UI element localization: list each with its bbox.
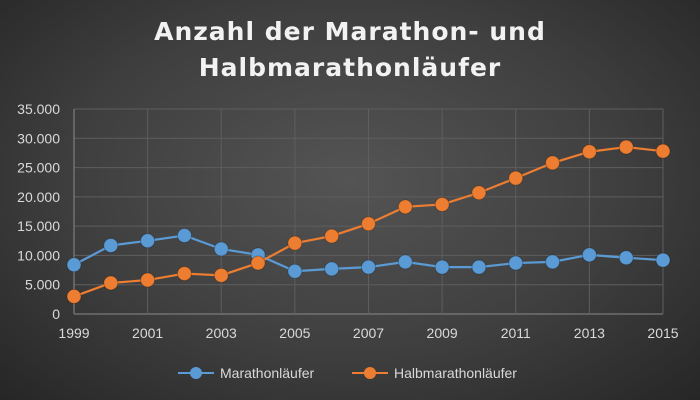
y-tick-label: 10.000: [17, 247, 60, 263]
data-point: [581, 247, 597, 263]
data-point: [471, 185, 487, 201]
data-point: [434, 259, 450, 275]
data-point: [103, 237, 119, 253]
data-point: [397, 199, 413, 215]
x-tick-label: 2007: [353, 325, 384, 341]
data-point: [66, 257, 82, 273]
legend-marker: [364, 367, 376, 379]
x-tick-label: 2011: [501, 325, 531, 341]
data-point: [508, 170, 524, 186]
data-point: [176, 266, 192, 282]
y-tick-label: 0: [52, 306, 60, 322]
y-tick-label: 25.000: [17, 160, 60, 176]
data-point: [213, 241, 229, 257]
y-tick-label: 20.000: [17, 189, 60, 205]
data-point: [361, 216, 376, 232]
x-tick-label: 2003: [206, 325, 237, 341]
data-point: [434, 196, 450, 212]
legend-halbmarathon-label: Halbmarathonläufer: [394, 365, 517, 381]
chart-title-line-2: Halbmarathonläufer: [198, 53, 502, 82]
y-tick-label: 30.000: [17, 130, 60, 146]
data-point: [103, 275, 119, 291]
x-tick-label: 2001: [132, 325, 163, 341]
x-tick-label: 2015: [647, 325, 678, 341]
data-point: [655, 252, 671, 268]
data-point: [140, 272, 156, 288]
data-point: [140, 233, 156, 249]
data-point: [471, 259, 487, 275]
data-point: [213, 267, 229, 283]
data-point: [287, 263, 303, 279]
data-point: [655, 143, 671, 159]
legend-marathon-label: Marathonläufer: [220, 365, 315, 381]
data-point: [508, 255, 524, 271]
x-tick-label: 1999: [58, 325, 89, 341]
data-point: [287, 235, 303, 251]
x-tick-label: 2005: [279, 325, 310, 341]
data-point: [545, 254, 561, 270]
data-point: [581, 144, 597, 160]
data-point: [324, 261, 340, 277]
data-point: [545, 155, 561, 171]
data-point: [361, 259, 376, 275]
data-point: [397, 254, 413, 270]
data-point: [66, 288, 82, 304]
chart-title: Anzahl der Marathon- und Halbmarathonläu…: [0, 14, 700, 86]
y-tick-label: 5.000: [25, 277, 60, 293]
legend-marker: [190, 367, 202, 379]
x-tick-label: 2009: [427, 325, 458, 341]
x-tick-label: 2013: [574, 325, 605, 341]
data-point: [618, 139, 634, 155]
data-point: [618, 250, 634, 266]
data-point: [176, 228, 192, 244]
y-tick-label: 35.000: [17, 101, 60, 117]
data-point: [250, 255, 266, 271]
chart-title-line-1: Anzahl der Marathon- und: [154, 17, 546, 46]
data-point: [324, 228, 340, 244]
y-tick-label: 15.000: [17, 218, 60, 234]
